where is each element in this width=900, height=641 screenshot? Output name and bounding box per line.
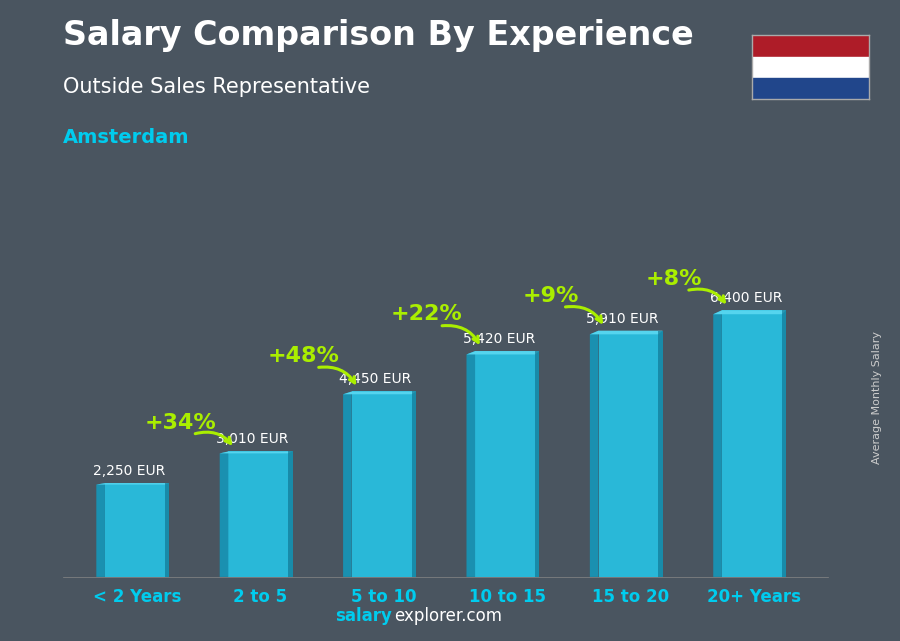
Text: Amsterdam: Amsterdam (63, 128, 190, 147)
Text: 4,450 EUR: 4,450 EUR (339, 372, 411, 387)
Bar (352, 392, 416, 577)
Polygon shape (288, 451, 292, 577)
Text: +48%: +48% (267, 346, 339, 366)
Text: explorer.com: explorer.com (394, 607, 502, 625)
Text: 2,250 EUR: 2,250 EUR (93, 464, 165, 478)
Polygon shape (590, 331, 598, 577)
Polygon shape (782, 310, 786, 577)
Text: Salary Comparison By Experience: Salary Comparison By Experience (63, 19, 694, 52)
Polygon shape (96, 483, 169, 485)
Polygon shape (658, 331, 662, 577)
Text: 6,400 EUR: 6,400 EUR (709, 291, 782, 305)
Bar (598, 331, 662, 577)
Polygon shape (165, 483, 169, 577)
Polygon shape (411, 392, 416, 577)
Text: salary: salary (335, 607, 392, 625)
Bar (475, 351, 539, 577)
Bar (752, 78, 868, 99)
Polygon shape (96, 483, 105, 577)
Text: 5,910 EUR: 5,910 EUR (586, 312, 659, 326)
Text: 3,010 EUR: 3,010 EUR (216, 433, 288, 447)
Bar (722, 310, 786, 577)
Text: 5,420 EUR: 5,420 EUR (463, 332, 535, 346)
Text: +9%: +9% (522, 286, 579, 306)
Polygon shape (590, 331, 662, 335)
Text: +8%: +8% (645, 269, 702, 289)
Polygon shape (713, 310, 786, 314)
Polygon shape (466, 351, 539, 354)
Text: Average Monthly Salary: Average Monthly Salary (872, 331, 883, 464)
Bar (229, 451, 292, 577)
Polygon shape (466, 351, 475, 577)
Text: +22%: +22% (392, 304, 463, 324)
Text: Outside Sales Representative: Outside Sales Representative (63, 77, 370, 97)
Polygon shape (535, 351, 539, 577)
Bar (105, 483, 169, 577)
Polygon shape (343, 392, 352, 577)
Polygon shape (343, 392, 416, 394)
Text: +34%: +34% (144, 413, 216, 433)
Polygon shape (220, 451, 229, 577)
Polygon shape (220, 451, 292, 453)
Polygon shape (713, 310, 722, 577)
Bar (752, 35, 868, 56)
Bar (752, 56, 868, 78)
